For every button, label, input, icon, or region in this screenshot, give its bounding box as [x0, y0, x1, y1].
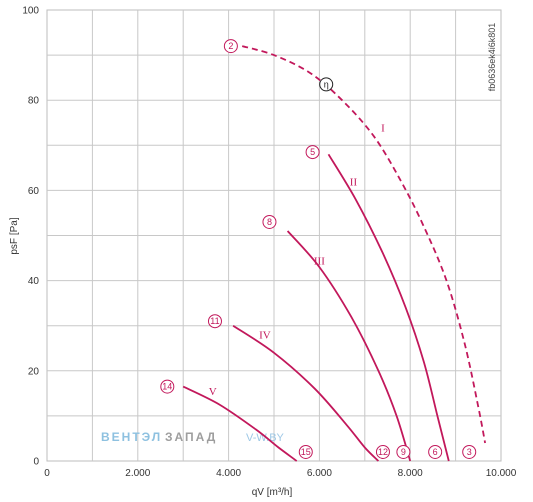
marker-11-circle	[207, 314, 222, 329]
marker-9-label: 9	[401, 447, 406, 457]
marker-6-label: 6	[433, 447, 438, 457]
marker-2-label: 2	[228, 41, 233, 51]
series-line-ii	[327, 153, 450, 462]
x-tick-label: 10.000	[486, 468, 517, 479]
series-name-iii: III	[314, 255, 325, 267]
marker-8-label: 8	[267, 217, 272, 227]
watermark: ВЕНТЭЛ ЗАПАД V-W.BY	[101, 430, 285, 444]
figure-code: fb0636ek4i6k801	[487, 23, 497, 92]
marker-3-circle	[462, 444, 477, 459]
marker-9-circle	[396, 444, 411, 459]
x-tick-label: 8.000	[398, 468, 423, 479]
tick-labels: 0 2.000 4.000 6.000 8.000 10.000 0 20 40 60 80 100	[22, 6, 516, 480]
x-tick-label: 0	[44, 468, 50, 479]
marker-14-label: 14	[162, 382, 172, 392]
marker-6-circle	[428, 444, 443, 459]
marker-2-circle	[223, 39, 238, 54]
curve-markers: I 2 3 II 5 6 III 8 9 IV 11 12 V 14 15 η	[160, 39, 477, 459]
series-line-v	[182, 385, 298, 462]
x-tick-label: 6.000	[307, 468, 332, 479]
watermark-part3: V-W.BY	[246, 432, 285, 444]
series-line-iv	[232, 324, 380, 462]
x-tick-label: 4.000	[216, 468, 241, 479]
marker-14-circle	[160, 379, 175, 394]
series-curves	[182, 45, 486, 462]
watermark-part1: ВЕНТЭЛ	[101, 430, 162, 444]
marker-11-label: 11	[210, 316, 219, 326]
series-line-iii	[286, 230, 412, 462]
marker-5-label: 5	[310, 147, 315, 157]
series-name-i: I	[381, 122, 385, 134]
marker-15-label: 15	[301, 447, 311, 457]
y-tick-label: 60	[28, 186, 40, 197]
x-axis-label: qV [m³/h]	[252, 487, 293, 498]
eta-marker-label: η	[324, 79, 329, 89]
marker-12-label: 12	[378, 447, 388, 457]
marker-5-circle	[305, 145, 320, 160]
x-tick-label: 2.000	[125, 468, 150, 479]
y-tick-label: 0	[33, 457, 39, 468]
y-tick-label: 100	[22, 6, 39, 17]
eta-marker-circle	[319, 77, 334, 92]
y-axis-label: psF [Pa]	[9, 217, 20, 254]
marker-12-circle	[375, 444, 390, 459]
series-name-iv: IV	[259, 330, 271, 342]
y-tick-label: 80	[28, 96, 40, 107]
marker-3-label: 3	[467, 447, 472, 457]
marker-8-circle	[262, 214, 277, 229]
watermark-part2: ЗАПАД	[165, 430, 217, 444]
series-name-ii: II	[350, 176, 358, 188]
series-line-i	[241, 45, 486, 444]
y-tick-label: 20	[28, 366, 40, 377]
marker-15-circle	[298, 444, 313, 459]
series-name-v: V	[209, 386, 217, 398]
y-tick-label: 40	[28, 276, 40, 287]
